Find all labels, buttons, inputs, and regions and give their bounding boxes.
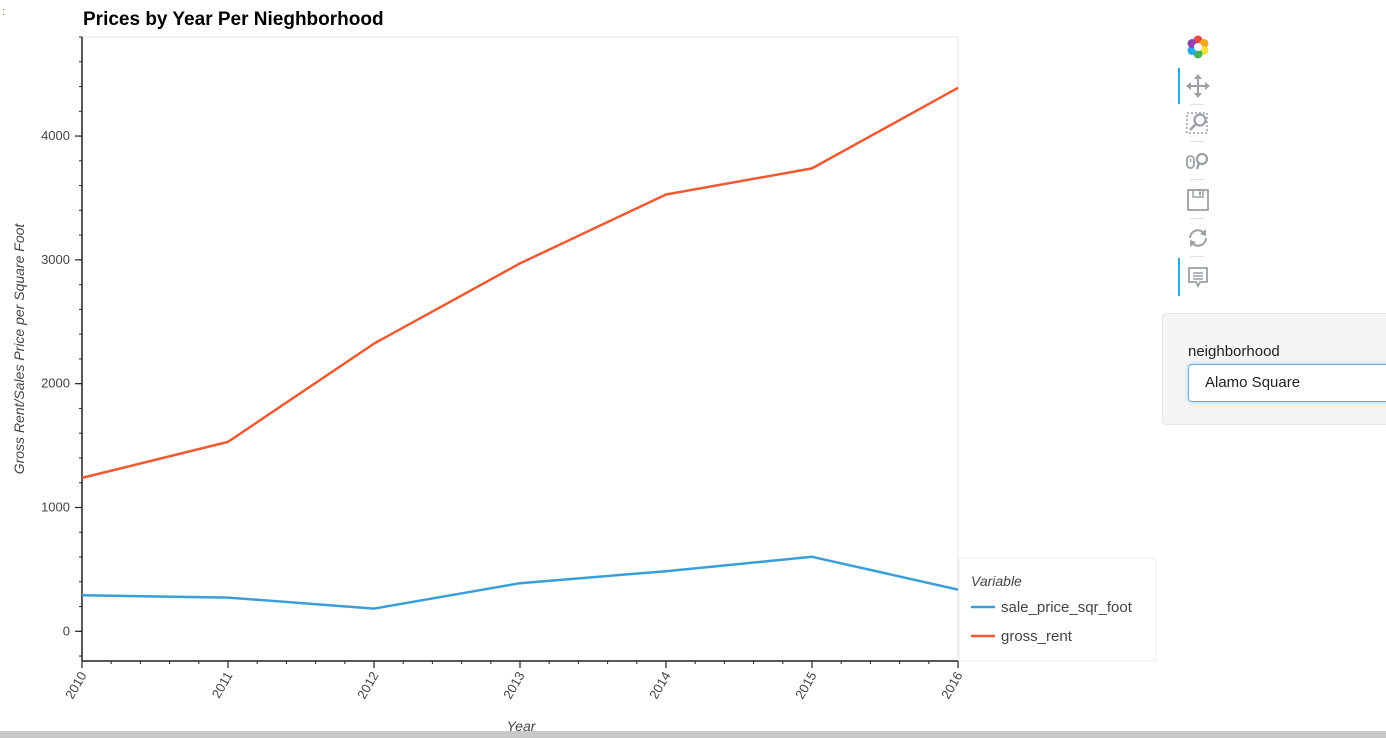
x-tick-label: 2010 bbox=[62, 669, 89, 702]
toolbar-separator bbox=[1190, 179, 1204, 180]
x-tick-label: 2016 bbox=[938, 669, 965, 702]
save-icon[interactable] bbox=[1184, 186, 1212, 214]
toolbar-separator bbox=[1190, 104, 1204, 105]
legend: Variable sale_price_sqr_foot gross_rent bbox=[958, 557, 1157, 662]
pan-active-indicator bbox=[1178, 68, 1180, 104]
series-layer bbox=[81, 86, 959, 610]
y-tick-label: 0 bbox=[63, 623, 70, 638]
reset-icon[interactable] bbox=[1184, 224, 1212, 252]
legend-label-gross-rent: gross_rent bbox=[1001, 628, 1073, 645]
widget-panel: neighborhood Alamo Square bbox=[1162, 313, 1386, 425]
bokeh-logo-icon[interactable] bbox=[1184, 33, 1212, 61]
legend-title: Variable bbox=[971, 573, 1022, 589]
toolbar-separator bbox=[1190, 256, 1204, 257]
x-tick-label: 2011 bbox=[209, 669, 236, 701]
x-axis-label: Year bbox=[507, 718, 537, 734]
box-zoom-icon[interactable] bbox=[1184, 109, 1212, 137]
series-line-1 bbox=[81, 86, 959, 480]
y-tick-label: 3000 bbox=[41, 252, 70, 267]
legend-label-sale-price: sale_price_sqr_foot bbox=[1001, 599, 1133, 616]
toolbar-separator bbox=[1190, 141, 1204, 142]
x-tick-label: 2014 bbox=[646, 669, 673, 702]
y-axis-label: Gross Rent/Sales Price per Square Foot bbox=[11, 223, 27, 475]
line-chart: Prices by Year Per Nieghborhood 0 1000 200… bbox=[11, 9, 1157, 734]
chart-toolbar bbox=[1178, 30, 1218, 300]
legend-box bbox=[958, 557, 1157, 662]
x-tick-label: 2012 bbox=[354, 669, 381, 702]
pan-icon[interactable] bbox=[1184, 72, 1212, 100]
plot-frame bbox=[81, 36, 959, 662]
chart-title: Prices by Year Per Nieghborhood bbox=[83, 9, 384, 30]
neighborhood-select[interactable]: Alamo Square bbox=[1188, 364, 1386, 402]
y-tick-label: 1000 bbox=[41, 499, 70, 514]
neighborhood-label: neighborhood bbox=[1188, 343, 1280, 360]
x-tick-label: 2015 bbox=[792, 669, 819, 702]
series-line-0 bbox=[81, 555, 959, 610]
y-tick-label: 4000 bbox=[41, 128, 70, 143]
bottom-scrollbar[interactable] bbox=[0, 731, 1386, 738]
wheel-zoom-icon[interactable] bbox=[1184, 147, 1212, 175]
x-tick-label: 2013 bbox=[500, 669, 527, 702]
y-axis: 0 1000 2000 3000 4000 bbox=[41, 36, 83, 661]
y-tick-label: 2000 bbox=[41, 376, 70, 391]
x-axis: 2010 2011 2012 2013 2014 2015 2016 bbox=[62, 660, 966, 702]
hover-icon[interactable] bbox=[1184, 263, 1212, 291]
hover-active-indicator bbox=[1178, 258, 1180, 296]
toolbar-separator bbox=[1190, 218, 1204, 219]
corner-mark: : bbox=[2, 6, 6, 18]
